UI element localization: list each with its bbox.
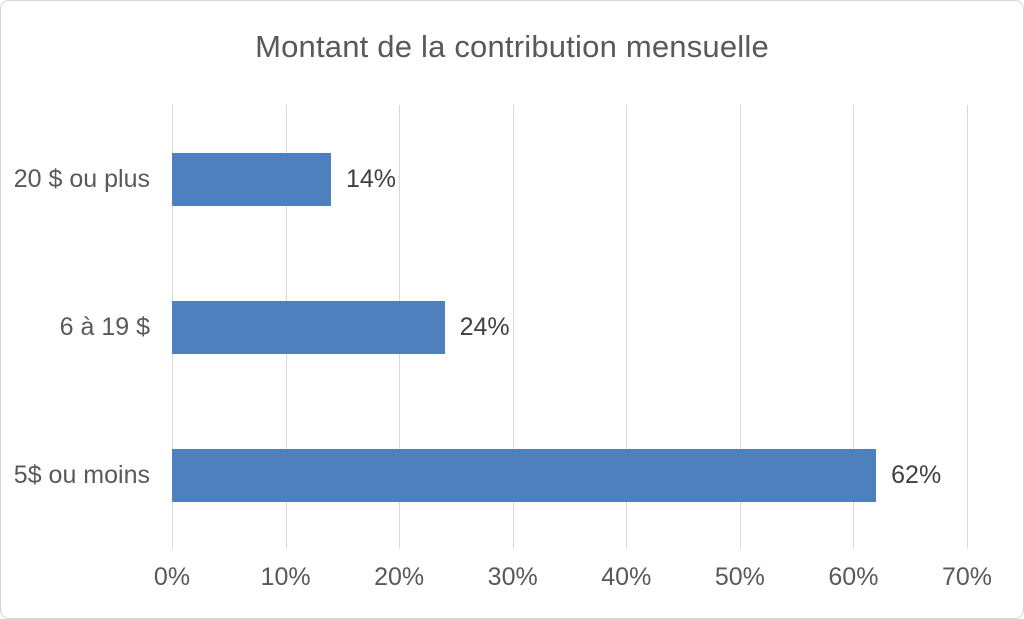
x-tick-label: 40%: [601, 563, 652, 591]
x-tick-label: 50%: [714, 563, 765, 591]
category-label: 20 $ ou plus: [13, 165, 150, 193]
gridline-70%: [967, 105, 968, 549]
x-tick-label: 20%: [374, 563, 425, 591]
category-label: 6 à 19 $: [59, 313, 150, 341]
gridline-40%: [626, 105, 628, 549]
data-label: 24%: [459, 313, 510, 341]
x-tick-label: 30%: [487, 563, 538, 591]
x-tick-label: 10%: [260, 563, 311, 591]
x-tick-label: 0%: [153, 563, 191, 591]
gridline-30%: [512, 105, 514, 549]
x-tick-label: 60%: [828, 563, 879, 591]
category-label: 5$ ou moins: [13, 461, 150, 489]
data-label: 14%: [346, 165, 397, 193]
bar-20-$-ou-plus: [172, 152, 331, 206]
x-tick-label: 70%: [941, 563, 993, 591]
data-label: 62%: [891, 461, 942, 489]
bar-6-à-19-$: [172, 300, 445, 354]
bar-5$-ou-moins: [172, 448, 877, 502]
chart-title: Montant de la contribution mensuelle: [255, 29, 769, 64]
gridline-60%: [853, 105, 855, 549]
gridline-50%: [739, 105, 741, 549]
